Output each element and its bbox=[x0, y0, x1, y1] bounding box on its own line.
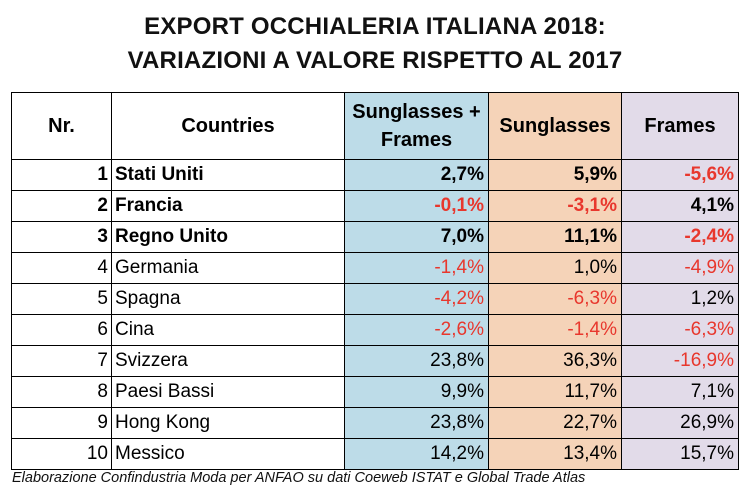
cell-country: Cina bbox=[111, 314, 345, 346]
cell-sunglasses-frames: -0,1% bbox=[344, 190, 489, 222]
cell-sunglasses-frames: -2,6% bbox=[344, 314, 489, 346]
table-row: 10 Messico 14,2% 13,4% 15,7% bbox=[11, 438, 739, 470]
cell-sunglasses: 13,4% bbox=[488, 438, 622, 470]
cell-frames: 7,1% bbox=[621, 376, 739, 408]
table-row: 8 Paesi Bassi 9,9% 11,7% 7,1% bbox=[11, 376, 739, 408]
cell-frames: -5,6% bbox=[621, 159, 739, 191]
cell-nr: 1 bbox=[11, 159, 112, 191]
cell-country: Stati Uniti bbox=[111, 159, 345, 191]
cell-nr: 9 bbox=[11, 407, 112, 439]
title-line-2: VARIAZIONI A VALORE RISPETTO AL 2017 bbox=[127, 47, 623, 74]
source-note: Elaborazione Confindustria Moda per ANFA… bbox=[12, 470, 586, 486]
cell-sunglasses-frames: -4,2% bbox=[344, 283, 489, 315]
cell-frames: 1,2% bbox=[621, 283, 739, 315]
chart-title: EXPORT OCCHIALERIA ITALIANA 2018: VARIAZ… bbox=[0, 10, 750, 78]
cell-nr: 7 bbox=[11, 345, 112, 377]
cell-frames: -16,9% bbox=[621, 345, 739, 377]
cell-sunglasses-frames: -1,4% bbox=[344, 252, 489, 284]
cell-sunglasses: -6,3% bbox=[488, 283, 622, 315]
cell-nr: 4 bbox=[11, 252, 112, 284]
column-header-sunglasses-frames: Sunglasses + Frames bbox=[344, 92, 489, 160]
cell-sunglasses: 36,3% bbox=[488, 345, 622, 377]
cell-nr: 3 bbox=[11, 221, 112, 253]
cell-sunglasses-frames: 9,9% bbox=[344, 376, 489, 408]
cell-country: Messico bbox=[111, 438, 345, 470]
table-header-row: Nr. Countries Sunglasses + Frames Sungla… bbox=[11, 92, 739, 160]
cell-sunglasses: 11,1% bbox=[488, 221, 622, 253]
cell-sunglasses-frames: 14,2% bbox=[344, 438, 489, 470]
column-header-frames: Frames bbox=[621, 92, 739, 160]
column-header-sunglasses: Sunglasses bbox=[488, 92, 622, 160]
cell-sunglasses-frames: 7,0% bbox=[344, 221, 489, 253]
cell-frames: 26,9% bbox=[621, 407, 739, 439]
cell-country: Francia bbox=[111, 190, 345, 222]
cell-sunglasses: -3,1% bbox=[488, 190, 622, 222]
export-table-container: Nr. Countries Sunglasses + Frames Sungla… bbox=[11, 92, 739, 470]
cell-country: Germania bbox=[111, 252, 345, 284]
cell-frames: -2,4% bbox=[621, 221, 739, 253]
cell-sunglasses: 5,9% bbox=[488, 159, 622, 191]
cell-country: Hong Kong bbox=[111, 407, 345, 439]
cell-sunglasses: 22,7% bbox=[488, 407, 622, 439]
table-body: 1 Stati Uniti 2,7% 5,9% -5,6% 2 Francia -0,1% -3… bbox=[11, 159, 739, 470]
column-header-countries: Countries bbox=[111, 92, 345, 160]
table-row: 5 Spagna -4,2% -6,3% 1,2% bbox=[11, 283, 739, 315]
cell-sunglasses: 1,0% bbox=[488, 252, 622, 284]
cell-sunglasses-frames: 23,8% bbox=[344, 407, 489, 439]
cell-country: Spagna bbox=[111, 283, 345, 315]
cell-frames: 4,1% bbox=[621, 190, 739, 222]
cell-nr: 2 bbox=[11, 190, 112, 222]
table-row: 4 Germania -1,4% 1,0% -4,9% bbox=[11, 252, 739, 284]
table-row: 7 Svizzera 23,8% 36,3% -16,9% bbox=[11, 345, 739, 377]
cell-frames: 15,7% bbox=[621, 438, 739, 470]
cell-nr: 5 bbox=[11, 283, 112, 315]
cell-sunglasses-frames: 23,8% bbox=[344, 345, 489, 377]
cell-nr: 10 bbox=[11, 438, 112, 470]
cell-frames: -6,3% bbox=[621, 314, 739, 346]
cell-country: Paesi Bassi bbox=[111, 376, 345, 408]
cell-sunglasses-frames: 2,7% bbox=[344, 159, 489, 191]
table-row: 3 Regno Unito 7,0% 11,1% -2,4% bbox=[11, 221, 739, 253]
table-row: 6 Cina -2,6% -1,4% -6,3% bbox=[11, 314, 739, 346]
cell-country: Svizzera bbox=[111, 345, 345, 377]
table-row: 1 Stati Uniti 2,7% 5,9% -5,6% bbox=[11, 159, 739, 191]
title-line-1: EXPORT OCCHIALERIA ITALIANA 2018: bbox=[144, 13, 606, 40]
cell-country: Regno Unito bbox=[111, 221, 345, 253]
cell-nr: 6 bbox=[11, 314, 112, 346]
cell-nr: 8 bbox=[11, 376, 112, 408]
table-row: 2 Francia -0,1% -3,1% 4,1% bbox=[11, 190, 739, 222]
table-row: 9 Hong Kong 23,8% 22,7% 26,9% bbox=[11, 407, 739, 439]
cell-frames: -4,9% bbox=[621, 252, 739, 284]
cell-sunglasses: -1,4% bbox=[488, 314, 622, 346]
column-header-nr: Nr. bbox=[11, 92, 112, 160]
cell-sunglasses: 11,7% bbox=[488, 376, 622, 408]
export-table: Nr. Countries Sunglasses + Frames Sungla… bbox=[11, 92, 739, 470]
